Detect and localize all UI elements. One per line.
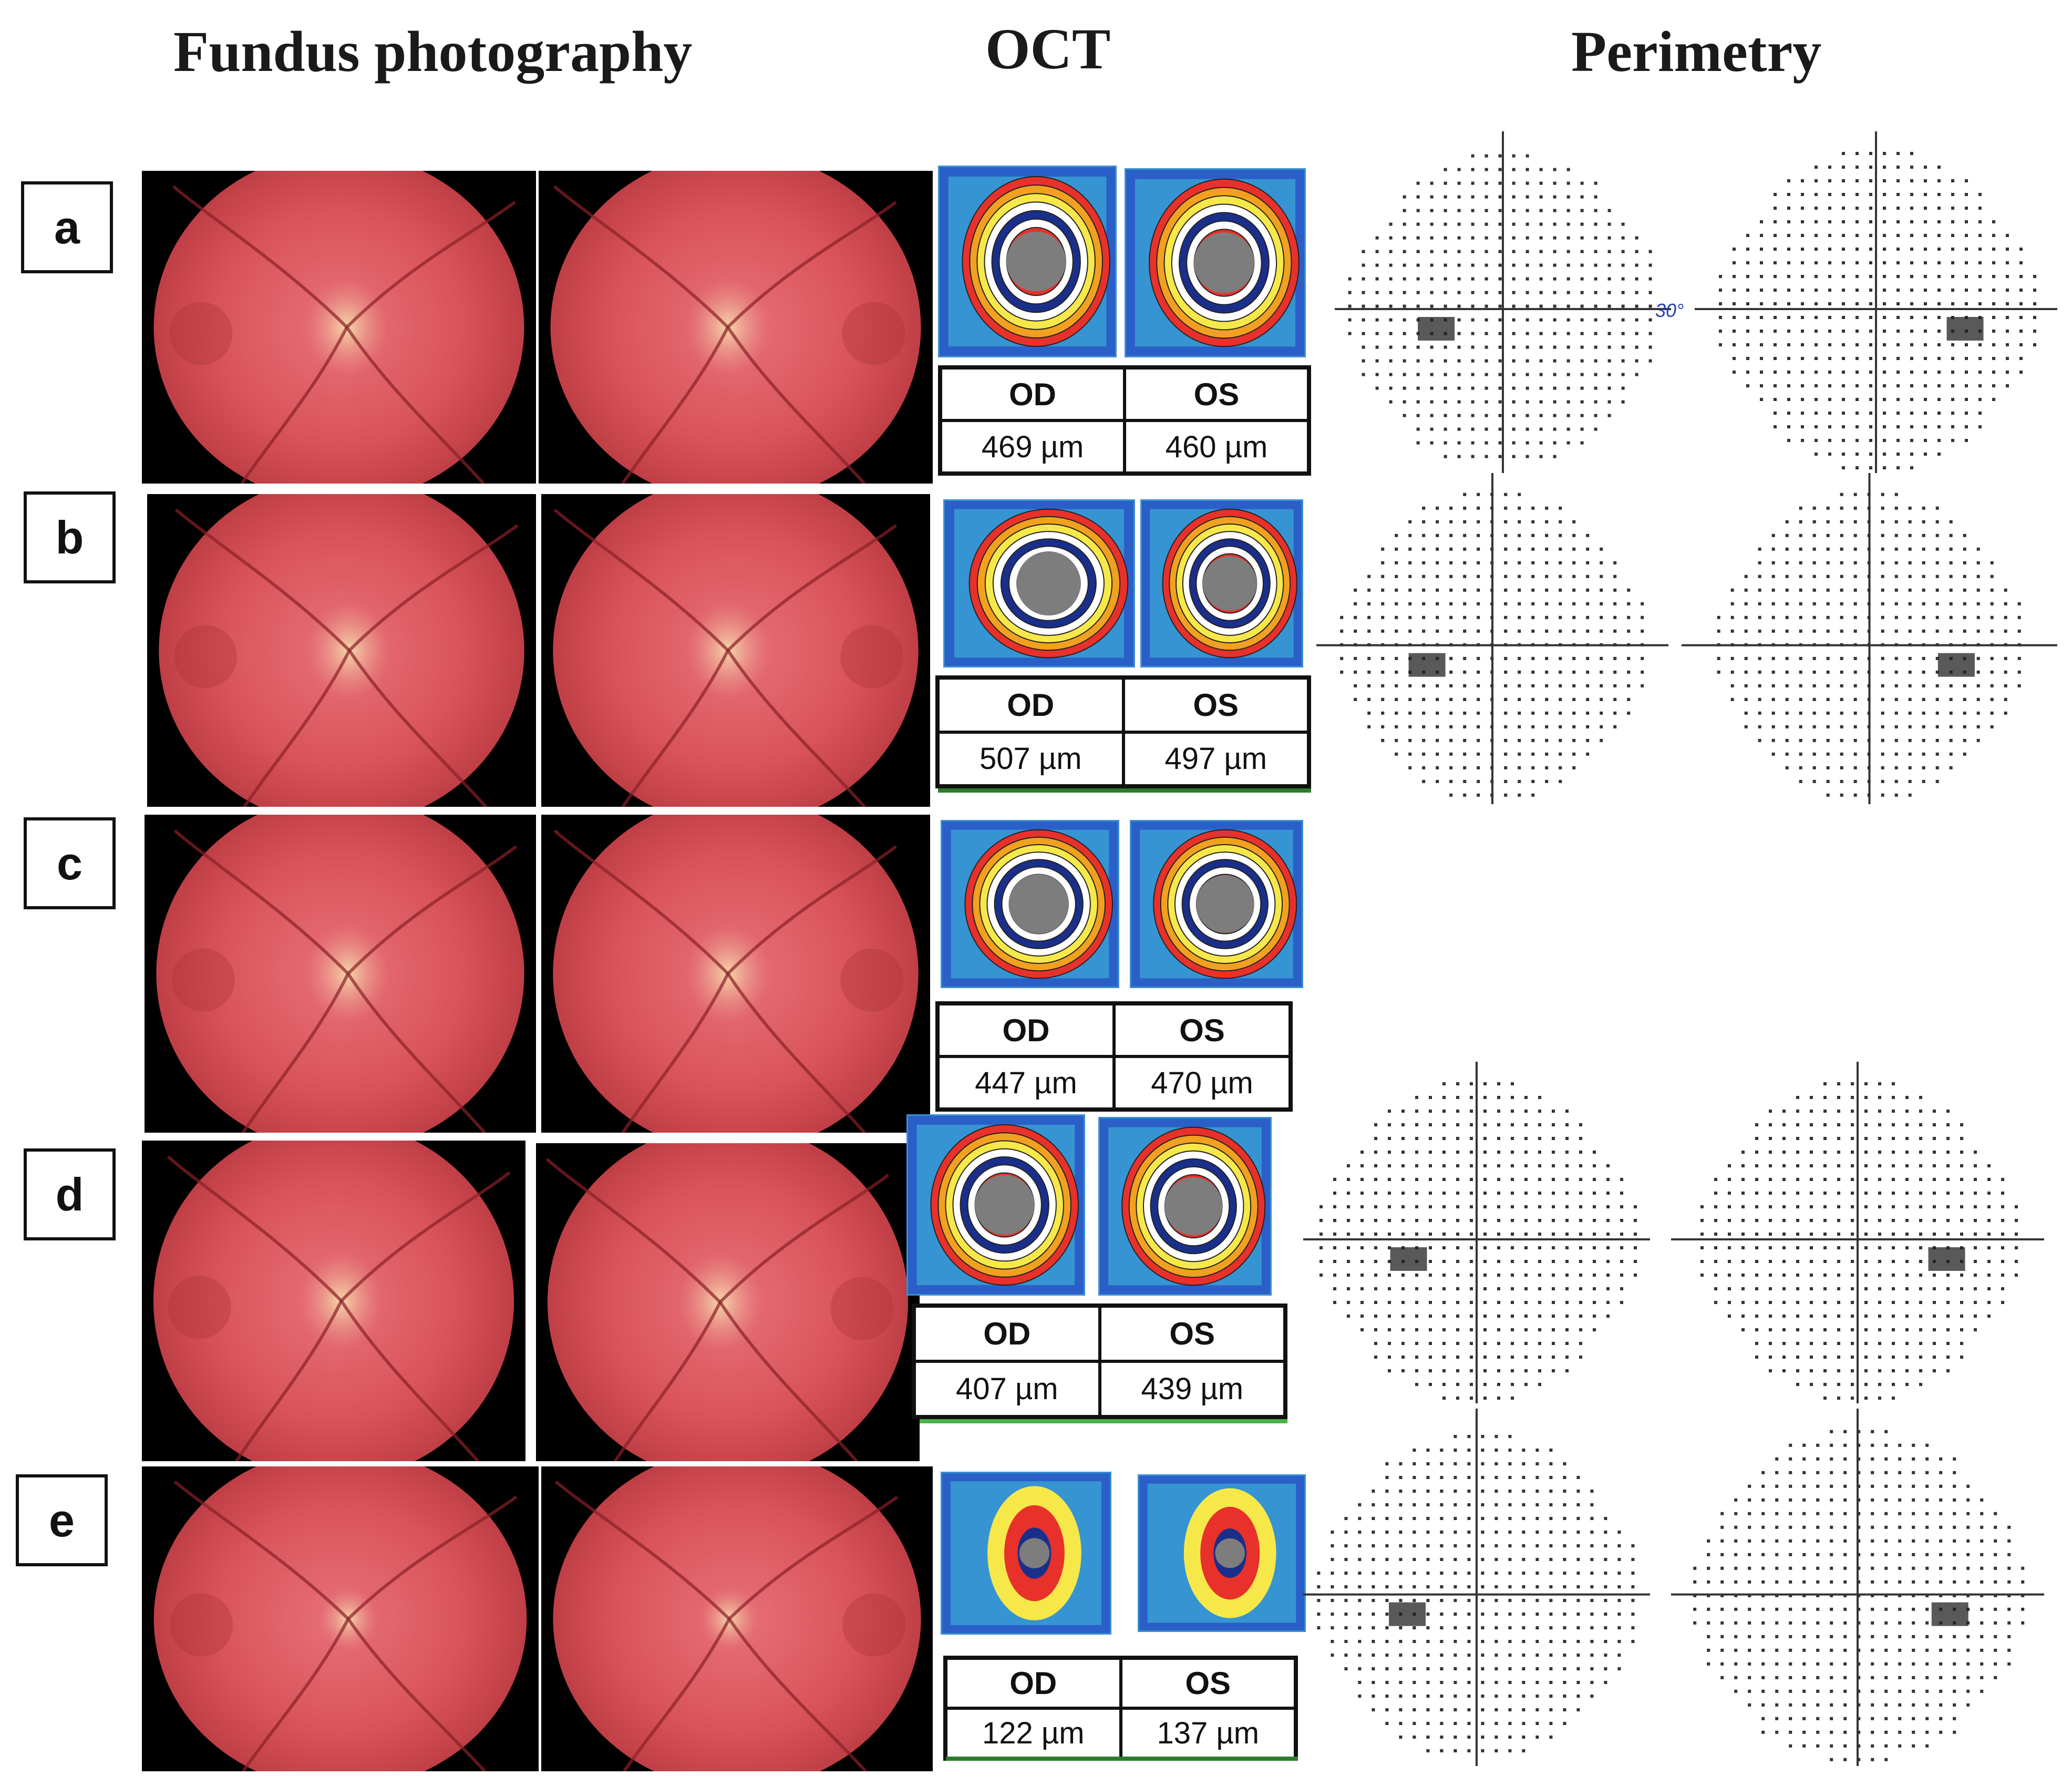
oct-map-od-d (906, 1114, 1085, 1296)
oct-header: OCT (985, 17, 1111, 81)
fundus-od-c (145, 815, 536, 1133)
fundus-os-e (541, 1466, 933, 1771)
oct-map-os-d (1098, 1117, 1272, 1296)
row-label-d: d (24, 1148, 116, 1240)
table-value-od: 447 µm (938, 1056, 1114, 1109)
table-value-od: 407 µm (914, 1361, 1100, 1417)
table-header-od: OD (938, 1004, 1114, 1056)
perimetry-os-d (1671, 1062, 2044, 1403)
oct-map-od-c (941, 820, 1119, 988)
oct-map-od-b (943, 499, 1135, 668)
fundus-od-b (147, 494, 536, 807)
table-header-od: OD (946, 1658, 1121, 1708)
table-value-od: 507 µm (938, 732, 1123, 786)
fundus-od-a (142, 171, 536, 484)
table-header-os: OS (1114, 1004, 1290, 1056)
perimetry-od-d (1303, 1062, 1650, 1403)
table-header-os: OS (1099, 1306, 1285, 1361)
thickness-table-c: OD OS 447 µm 470 µm (935, 1001, 1293, 1112)
table-header-os: OS (1125, 368, 1308, 420)
thickness-table-d: OD OS 407 µm 439 µm (912, 1303, 1287, 1419)
perimetry-od-a (1335, 131, 1671, 473)
oct-map-os-e (1138, 1474, 1306, 1632)
table-value-od: 122 µm (946, 1708, 1121, 1758)
perimetry-os-a (1695, 131, 2057, 473)
table-header-os: OS (1123, 678, 1308, 732)
thickness-table-b: OD OS 507 µm 497 µm (935, 675, 1311, 788)
table-value-od: 469 µm (941, 420, 1125, 473)
table-value-os: 439 µm (1099, 1361, 1285, 1417)
perimetry-axis-label: 30° (1655, 300, 1684, 321)
table-value-os: 470 µm (1114, 1056, 1290, 1109)
oct-map-od-e (941, 1472, 1111, 1635)
row-label-c: c (24, 817, 116, 909)
table-underline (946, 1757, 1298, 1761)
fundus-photography-header: Fundus photography (173, 19, 693, 84)
row-label-a: a (21, 181, 113, 273)
row-label-b: b (24, 491, 116, 583)
table-value-os: 137 µm (1120, 1708, 1295, 1758)
fundus-os-b (541, 494, 930, 807)
oct-map-os-a (1125, 168, 1306, 357)
table-header-os: OS (1120, 1658, 1295, 1708)
perimetry-os-b (1682, 473, 2057, 804)
fundus-od-e (142, 1466, 539, 1771)
table-underline (920, 1419, 1287, 1423)
table-underline (938, 788, 1311, 793)
fundus-od-d (142, 1141, 525, 1461)
perimetry-os-e (1671, 1409, 2044, 1766)
table-value-os: 497 µm (1123, 732, 1308, 786)
table-header-od: OD (938, 678, 1123, 732)
fundus-os-c (541, 815, 930, 1133)
thickness-table-a: OD OS 469 µm 460 µm (938, 365, 1311, 476)
fundus-os-d (536, 1143, 920, 1461)
row-label-e: e (16, 1474, 108, 1566)
table-value-os: 460 µm (1125, 420, 1308, 473)
oct-map-od-a (938, 166, 1117, 357)
perimetry-od-e (1303, 1409, 1650, 1766)
thickness-table-e: OD OS 122 µm 137 µm (943, 1656, 1298, 1761)
oct-map-os-c (1130, 820, 1303, 988)
oct-map-os-b (1140, 499, 1303, 668)
perimetry-header: Perimetry (1571, 19, 1822, 84)
table-header-od: OD (941, 368, 1125, 420)
perimetry-od-b (1316, 473, 1668, 804)
table-header-od: OD (914, 1306, 1100, 1361)
fundus-os-a (539, 171, 933, 484)
